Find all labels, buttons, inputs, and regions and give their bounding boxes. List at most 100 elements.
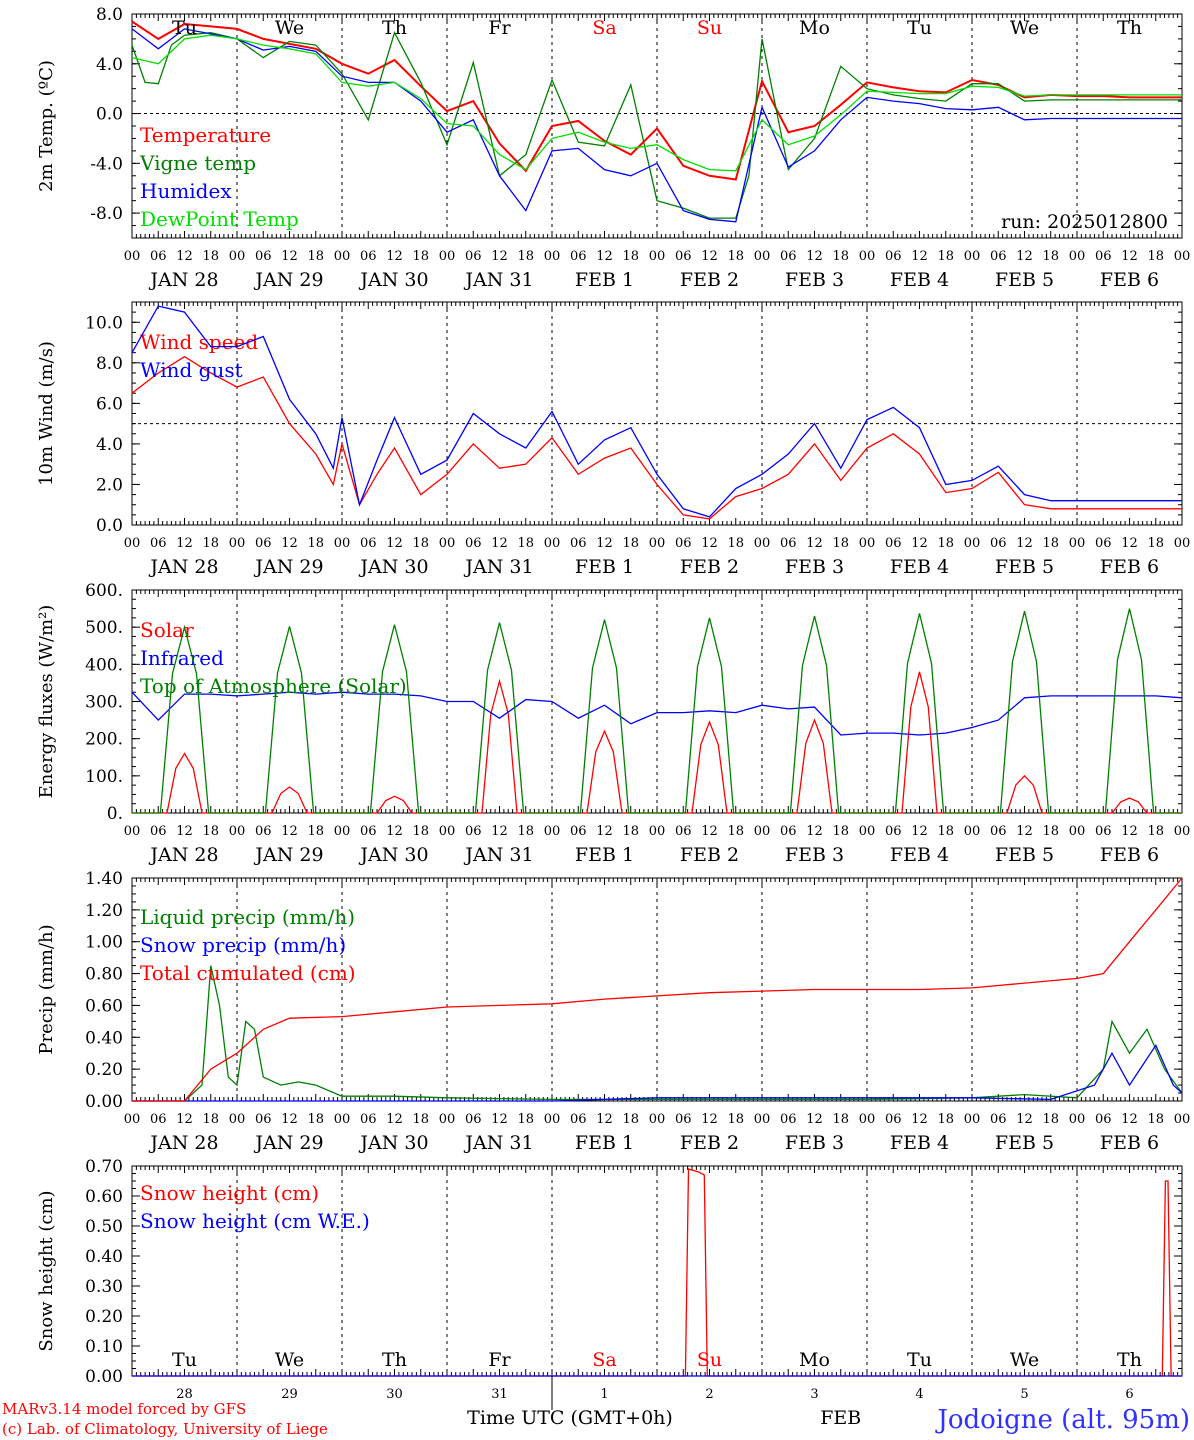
x-hour-label: 18 xyxy=(937,536,954,551)
x-hour-label: 18 xyxy=(937,824,954,839)
x-hour-label: 18 xyxy=(727,536,744,551)
series-line-4 xyxy=(131,34,1182,172)
x-hour-label: 18 xyxy=(1147,824,1164,839)
x-hour-label: 06 xyxy=(360,249,377,264)
x-hour-label: 18 xyxy=(412,824,429,839)
x-hour-label: 06 xyxy=(780,824,797,839)
x-hour-label: 00 xyxy=(1174,824,1191,839)
y-tick-label: 0.0 xyxy=(96,516,123,536)
x-hour-label: 12 xyxy=(491,824,508,839)
x-hour-label: 12 xyxy=(1016,1112,1033,1127)
x-hour-label: 00 xyxy=(124,1112,141,1127)
series-line-2 xyxy=(131,305,1182,518)
x-hour-label: 00 xyxy=(229,249,246,264)
x-hour-label: 18 xyxy=(622,824,639,839)
x-hour-label: 00 xyxy=(544,536,561,551)
x-date-label: FEB 1 xyxy=(575,269,634,291)
x-hour-label: 12 xyxy=(1121,249,1138,264)
x-hour-label: 18 xyxy=(202,536,219,551)
x-hour-label: 00 xyxy=(439,824,456,839)
day-name: We xyxy=(1010,17,1039,39)
x-hour-label: 06 xyxy=(255,1112,272,1127)
x-hour-label: 12 xyxy=(596,824,613,839)
x-date-label: JAN 31 xyxy=(463,269,533,291)
x-hour-label: 12 xyxy=(176,1112,193,1127)
x-date-label: FEB 2 xyxy=(680,269,739,291)
x-hour-label: 00 xyxy=(1174,1112,1191,1127)
y-axis-label: Snow height (cm) xyxy=(36,1190,57,1351)
x-hour-label: 00 xyxy=(544,1112,561,1127)
x-hour-label: 12 xyxy=(176,824,193,839)
x-hour-label: 06 xyxy=(255,824,272,839)
x-hour-label: 12 xyxy=(281,249,298,264)
x-hour-label: 00 xyxy=(334,536,351,551)
series-line-3 xyxy=(132,608,1182,814)
x-hour-label: 06 xyxy=(570,824,587,839)
x-hour-label: 00 xyxy=(964,536,981,551)
x-hour-label: 00 xyxy=(964,249,981,264)
x-hour-label: 18 xyxy=(832,1112,849,1127)
x-hour-label: 00 xyxy=(334,1112,351,1127)
x-hour-label: 18 xyxy=(517,249,534,264)
y-tick-label: 1.20 xyxy=(85,901,123,921)
x-hour-label: 12 xyxy=(1121,1112,1138,1127)
y-tick-label: 0.20 xyxy=(85,1060,123,1080)
x-hour-label: 18 xyxy=(517,824,534,839)
day-name: Fr xyxy=(488,17,511,39)
legend-entry: Wind gust xyxy=(140,358,243,382)
legend-entry: Liquid precip (mm/h) xyxy=(140,905,355,929)
y-tick-label: 200. xyxy=(85,730,123,750)
y-axis-label: 2m Temp. (ºC) xyxy=(36,60,57,192)
x-date-label: JAN 31 xyxy=(463,556,533,578)
bottom-day-number: 5 xyxy=(1020,1387,1028,1402)
x-hour-label: 00 xyxy=(229,824,246,839)
x-hour-label: 18 xyxy=(1147,1112,1164,1127)
x-hour-label: 06 xyxy=(570,249,587,264)
x-hour-label: 00 xyxy=(1069,824,1086,839)
legend-entry: Solar xyxy=(140,618,194,642)
x-hour-label: 18 xyxy=(937,1112,954,1127)
x-hour-label: 12 xyxy=(1121,824,1138,839)
x-hour-label: 12 xyxy=(176,536,193,551)
x-hour-label: 18 xyxy=(202,824,219,839)
y-tick-label: 8.0 xyxy=(96,5,123,25)
x-hour-label: 00 xyxy=(649,824,666,839)
x-hour-label: 12 xyxy=(806,249,823,264)
x-hour-label: 18 xyxy=(622,249,639,264)
x-hour-label: 00 xyxy=(1174,249,1191,264)
series-line-3 xyxy=(131,28,1182,223)
y-tick-label: 2.0 xyxy=(96,475,123,495)
x-hour-label: 06 xyxy=(675,536,692,551)
x-hour-label: 18 xyxy=(307,249,324,264)
y-tick-label: 0.40 xyxy=(85,1247,123,1267)
bottom-day-number: 30 xyxy=(386,1387,403,1402)
x-hour-label: 12 xyxy=(806,536,823,551)
legend-entry: Humidex xyxy=(140,179,232,203)
x-hour-label: 06 xyxy=(360,824,377,839)
x-hour-label: 06 xyxy=(465,824,482,839)
x-hour-label: 18 xyxy=(727,1112,744,1127)
day-name-bottom: Tu xyxy=(907,1349,932,1371)
legend-entry: Snow height (cm W.E.) xyxy=(140,1209,370,1233)
x-hour-label: 00 xyxy=(544,249,561,264)
series-line-3 xyxy=(132,877,1183,1102)
lab-credit: (c) Lab. of Climatology, University of L… xyxy=(2,1420,328,1438)
x-date-label: FEB 3 xyxy=(785,844,844,866)
panel-2: 10.0 8.0 6.0 4.0 2.0 0.0 10m Wind (m/s) 00 06 12 1… xyxy=(36,301,1190,578)
x-hour-label: 12 xyxy=(911,1112,928,1127)
legend-entry: Snow precip (mm/h) xyxy=(140,933,346,957)
x-hour-label: 12 xyxy=(281,1112,298,1127)
day-name-bottom: Sa xyxy=(592,1349,616,1371)
legend-entry: Snow height (cm) xyxy=(140,1181,319,1205)
x-hour-label: 12 xyxy=(491,536,508,551)
day-name-bottom: Fr xyxy=(488,1349,511,1371)
y-tick-label: 0.0 xyxy=(96,105,123,125)
series-line-2 xyxy=(131,30,1182,219)
day-name: Tu xyxy=(907,17,932,39)
legend-entry: Infrared xyxy=(140,646,224,670)
y-tick-label: 0. xyxy=(107,804,123,824)
day-name-bottom: Tu xyxy=(172,1349,197,1371)
panel-1: 8.0 4.0 0.0 -4.0 -8.0 2m Temp. (ºC) 00 06 12 18 00… xyxy=(36,5,1190,291)
bottom-day-number: 6 xyxy=(1125,1387,1133,1402)
x-hour-label: 18 xyxy=(202,249,219,264)
